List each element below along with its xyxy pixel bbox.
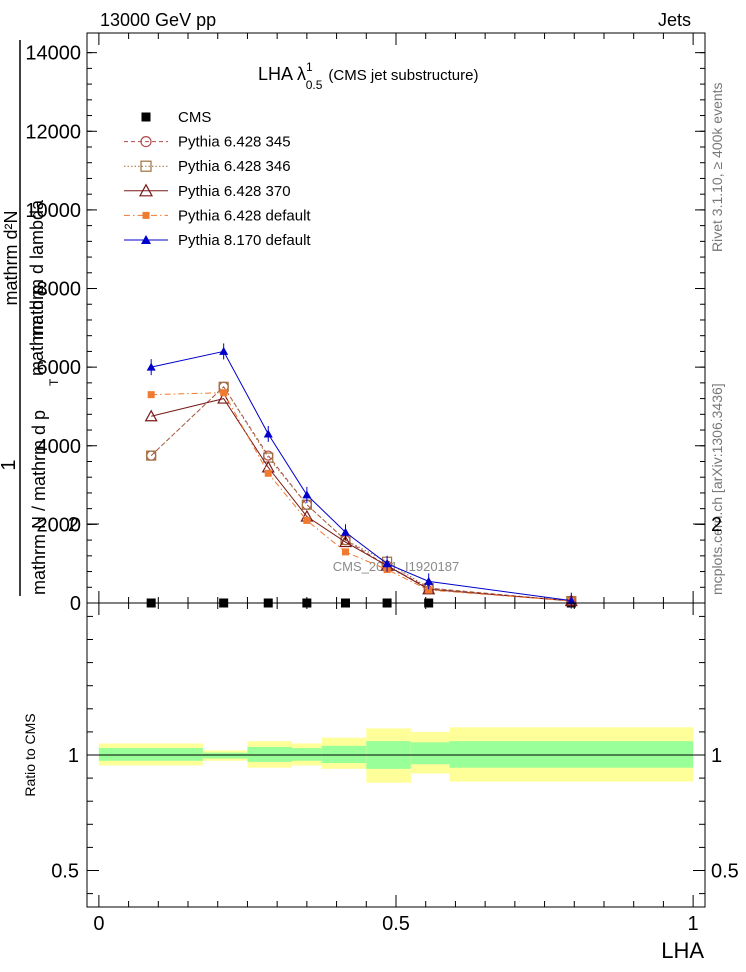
series-line [150, 386, 572, 602]
ylabel-factor: 1 [0, 459, 20, 470]
x-tick-label: 1 [688, 913, 699, 935]
legend-entry: Pythia 6.428 345 [124, 134, 291, 151]
ratio-y-label: Ratio to CMS [22, 713, 38, 796]
data-point [140, 160, 152, 172]
header-process: Jets [658, 10, 691, 30]
ratio-y-tick-label: 1 [68, 745, 79, 767]
data-point [303, 516, 311, 524]
data-point [142, 211, 150, 219]
plot-title: LHA λ1 0.5(CMS jet substructure) [258, 60, 478, 92]
ratio-band-inner [247, 746, 293, 762]
ratio-band-inner [449, 741, 694, 768]
data-point [424, 576, 434, 585]
data-point [217, 391, 231, 404]
series-line [150, 386, 572, 602]
data-point [340, 527, 350, 536]
ylabel-denominator: mathrm N / mathrm d p [29, 410, 49, 595]
y-tick-label: 0 [70, 593, 81, 615]
data-point [141, 235, 151, 244]
data-point [263, 429, 273, 438]
rivet-label: Rivet 3.1.10, ≥ 400k events [709, 82, 725, 252]
ratio-y-tick-label-right: 2 [711, 514, 722, 536]
data-point [425, 586, 433, 594]
data-point [144, 409, 158, 422]
series-5 [146, 343, 576, 609]
series-line [151, 398, 572, 602]
main-x-axis [98, 33, 694, 603]
ratio-y-tick-label-right: 0.5 [711, 861, 739, 883]
analysis-watermark: CMS_2021_I1920187 [333, 559, 460, 574]
legend-label: Pythia 6.428 345 [178, 134, 291, 151]
main-y-axis: 0 2000 4000 6000 8000 10000 12000 14000 [25, 43, 705, 615]
legend-label: Pythia 6.428 default [178, 207, 311, 224]
ylabel-numerator: mathrm d²N [1, 210, 21, 305]
legend-entry: Pythia 6.428 default [124, 207, 311, 224]
data-point [382, 559, 392, 568]
header-energy: 13000 GeV pp [100, 10, 216, 30]
ratio-band-inner [202, 752, 248, 759]
data-point [302, 490, 312, 499]
ratio-x-axis: 0 0.5 1 [93, 603, 699, 935]
data-point [220, 389, 228, 397]
legend-entry: CMS [141, 109, 211, 126]
data-point [264, 469, 272, 477]
legend-label: CMS [178, 109, 211, 126]
y-tick-label: 8000 [37, 279, 82, 301]
series-3 [144, 391, 578, 607]
series-line [151, 350, 572, 602]
y-tick-label: 4000 [37, 436, 82, 458]
ratio-band-inner [98, 748, 203, 761]
ratio-band-inner [321, 745, 367, 764]
data-point [140, 136, 152, 148]
legend-label: Pythia 6.428 346 [178, 158, 291, 175]
y-tick-label: 14000 [25, 43, 81, 65]
ylabel-dpt: mathrm d p [27, 285, 47, 376]
ylabel-sub-t: T [47, 378, 61, 386]
legend-entry: Pythia 8.170 default [124, 232, 311, 249]
data-point [138, 183, 154, 197]
data-point [341, 548, 349, 556]
y-tick-label: 6000 [37, 357, 82, 379]
ratio-bands [98, 727, 694, 783]
main-y-axis-label: 1 mathrm N / mathrm d p mathrm d²N mathr… [0, 40, 61, 596]
legend-label: Pythia 8.170 default [178, 232, 311, 249]
mcplots-label: mcplots.cern.ch [arXiv:1306.3436] [709, 383, 725, 595]
legend-label: Pythia 6.428 370 [178, 183, 291, 200]
ratio-y-tick-label: 0.5 [51, 861, 79, 883]
data-point [146, 362, 156, 371]
data-point [263, 450, 274, 461]
legend-entry: Pythia 6.428 370 [124, 183, 291, 200]
ratio-y-tick-label-right: 1 [711, 745, 722, 767]
ratio-band-inner [410, 742, 450, 765]
data-point [146, 450, 157, 461]
y-tick-label: 2000 [37, 514, 82, 536]
ratio-y-tick-label: 2 [68, 514, 79, 536]
data-point [147, 391, 155, 399]
y-tick-label: 12000 [25, 121, 81, 143]
legend: CMS Pythia 6.428 345 Pythia 6.428 346 Pythi… [124, 109, 311, 249]
x-tick-label: 0 [93, 913, 104, 935]
data-point [338, 535, 353, 548]
x-tick-label: 0.5 [382, 913, 410, 935]
ratio-band-inner [292, 748, 322, 761]
data-point [141, 112, 151, 122]
y-tick-label: 10000 [25, 200, 81, 222]
x-axis-label: LHA [661, 938, 704, 963]
data-point [219, 346, 229, 355]
ratio-y-axis: 0.5 0.5 1 1 2 2 [51, 514, 739, 895]
ylabel-dlambda: mathrm d lambda [27, 199, 47, 340]
data-point [566, 596, 576, 605]
legend-entry: Pythia 6.428 346 [124, 158, 291, 175]
